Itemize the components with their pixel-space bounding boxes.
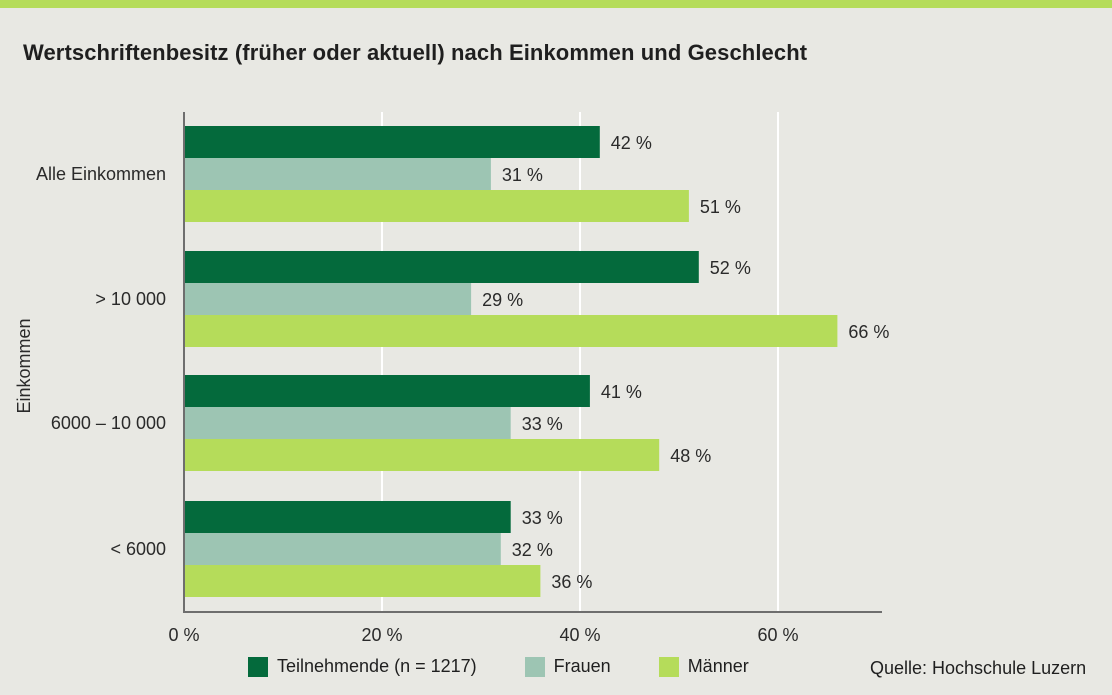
bar-teilnehmende-0 [184,126,600,158]
legend-item-maenner: Männer [658,656,749,677]
bar-teilnehmende-2 [184,375,590,407]
legend-label-maenner: Männer [687,656,749,676]
legend-item-teilnehmende: Teilnehmende (n = 1217) [248,656,477,677]
y-axis-title: Einkommen [14,318,34,413]
data-label-männer-3: 36 % [551,572,592,592]
data-label-teilnehmende-0: 42 % [611,133,652,153]
x-tick-label-1: 20 % [361,625,402,645]
source-note: Quelle: Hochschule Luzern [870,658,1087,678]
bar-teilnehmende-3 [184,501,511,533]
legend-swatch-maenner [658,656,679,677]
chart-legend: Teilnehmende (n = 1217) Frauen Männer [248,656,797,677]
legend-item-frauen: Frauen [524,656,611,677]
chart-title: Wertschriftenbesitz (früher oder aktuell… [23,40,808,65]
legend-swatch-teilnehmende [248,656,268,677]
data-label-männer-1: 66 % [848,322,889,342]
bar-frauen-1 [184,283,472,315]
bar-frauen-2 [184,407,511,439]
data-label-teilnehmende-2: 41 % [601,382,642,402]
top-accent-stripe [0,0,1112,8]
legend-label-teilnehmende: Teilnehmende (n = 1217) [277,656,477,676]
bar-frauen-3 [184,533,501,565]
category-label-3: < 6000 [110,539,166,559]
category-label-1: > 10 000 [95,289,166,309]
category-label-0: Alle Einkommen [36,164,166,184]
category-label-2: 6000 – 10 000 [51,413,166,433]
data-label-frauen-0: 31 % [502,165,543,185]
data-label-frauen-3: 32 % [512,540,553,560]
bar-männer-2 [184,439,660,471]
bar-männer-1 [184,315,838,347]
bar-männer-0 [184,190,689,222]
data-label-frauen-1: 29 % [482,290,523,310]
bar-männer-3 [184,565,541,597]
legend-swatch-frauen [524,656,545,677]
x-tick-label-3: 60 % [757,625,798,645]
data-label-teilnehmende-1: 52 % [710,258,751,278]
data-label-männer-2: 48 % [670,446,711,466]
bar-frauen-0 [184,158,491,190]
data-label-frauen-2: 33 % [522,414,563,434]
data-label-männer-0: 51 % [700,197,741,217]
x-tick-label-2: 40 % [559,625,600,645]
legend-label-frauen: Frauen [553,656,611,676]
x-tick-label-0: 0 % [168,625,199,645]
bar-teilnehmende-1 [184,251,699,283]
data-label-teilnehmende-3: 33 % [522,508,563,528]
